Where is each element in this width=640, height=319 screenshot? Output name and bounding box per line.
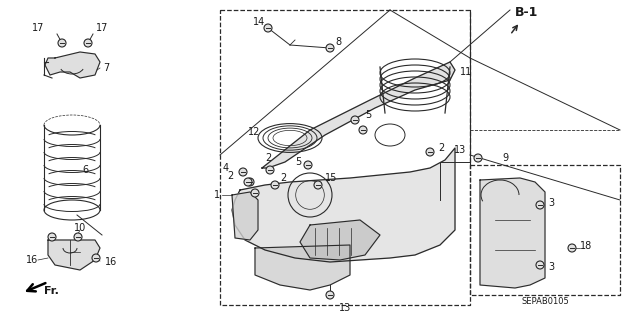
Text: 13: 13 <box>339 303 351 313</box>
Circle shape <box>351 116 359 124</box>
Polygon shape <box>255 245 350 290</box>
Circle shape <box>536 261 544 269</box>
Circle shape <box>359 126 367 134</box>
Circle shape <box>264 24 272 32</box>
Circle shape <box>92 254 100 262</box>
Circle shape <box>568 244 576 252</box>
Text: 10: 10 <box>74 223 86 233</box>
Circle shape <box>426 148 434 156</box>
Text: 11: 11 <box>460 67 472 77</box>
Text: 14: 14 <box>253 17 265 27</box>
Text: 18: 18 <box>580 241 592 251</box>
Polygon shape <box>300 220 380 260</box>
Text: 16: 16 <box>105 257 117 267</box>
Text: 4: 4 <box>223 163 229 173</box>
Circle shape <box>474 154 482 162</box>
Text: 5: 5 <box>295 157 301 167</box>
Circle shape <box>326 44 334 52</box>
Text: 9: 9 <box>502 153 508 163</box>
Text: 15: 15 <box>325 173 337 183</box>
Polygon shape <box>480 178 545 288</box>
Text: 7: 7 <box>103 63 109 73</box>
Circle shape <box>84 39 92 47</box>
Circle shape <box>251 189 259 197</box>
Text: 3: 3 <box>548 262 554 272</box>
Text: Fr.: Fr. <box>44 286 59 296</box>
Text: 2: 2 <box>227 171 233 181</box>
Text: B-1: B-1 <box>515 5 539 19</box>
Text: 17: 17 <box>96 23 108 33</box>
Text: 16: 16 <box>26 255 38 265</box>
Text: 2: 2 <box>280 173 286 183</box>
Text: SEPAB0105: SEPAB0105 <box>521 298 569 307</box>
Text: 5: 5 <box>365 110 371 120</box>
Text: 2: 2 <box>265 153 271 163</box>
Circle shape <box>246 178 254 186</box>
Text: 8: 8 <box>335 37 341 47</box>
Text: 17: 17 <box>31 23 44 33</box>
Text: 12: 12 <box>248 127 260 137</box>
Text: 3: 3 <box>548 198 554 208</box>
Circle shape <box>239 168 247 176</box>
Polygon shape <box>232 148 455 262</box>
Polygon shape <box>45 52 100 78</box>
Circle shape <box>266 166 274 174</box>
Circle shape <box>58 39 66 47</box>
Circle shape <box>48 233 56 241</box>
Text: 1: 1 <box>214 190 220 200</box>
Polygon shape <box>48 240 100 270</box>
Polygon shape <box>262 62 455 168</box>
Circle shape <box>271 181 279 189</box>
Polygon shape <box>232 192 258 240</box>
Circle shape <box>244 178 252 186</box>
Text: 13: 13 <box>454 145 466 155</box>
Circle shape <box>74 233 82 241</box>
Text: 2: 2 <box>438 143 444 153</box>
Circle shape <box>326 291 334 299</box>
Circle shape <box>304 161 312 169</box>
Circle shape <box>536 201 544 209</box>
Circle shape <box>314 181 322 189</box>
Text: 6: 6 <box>82 165 88 175</box>
